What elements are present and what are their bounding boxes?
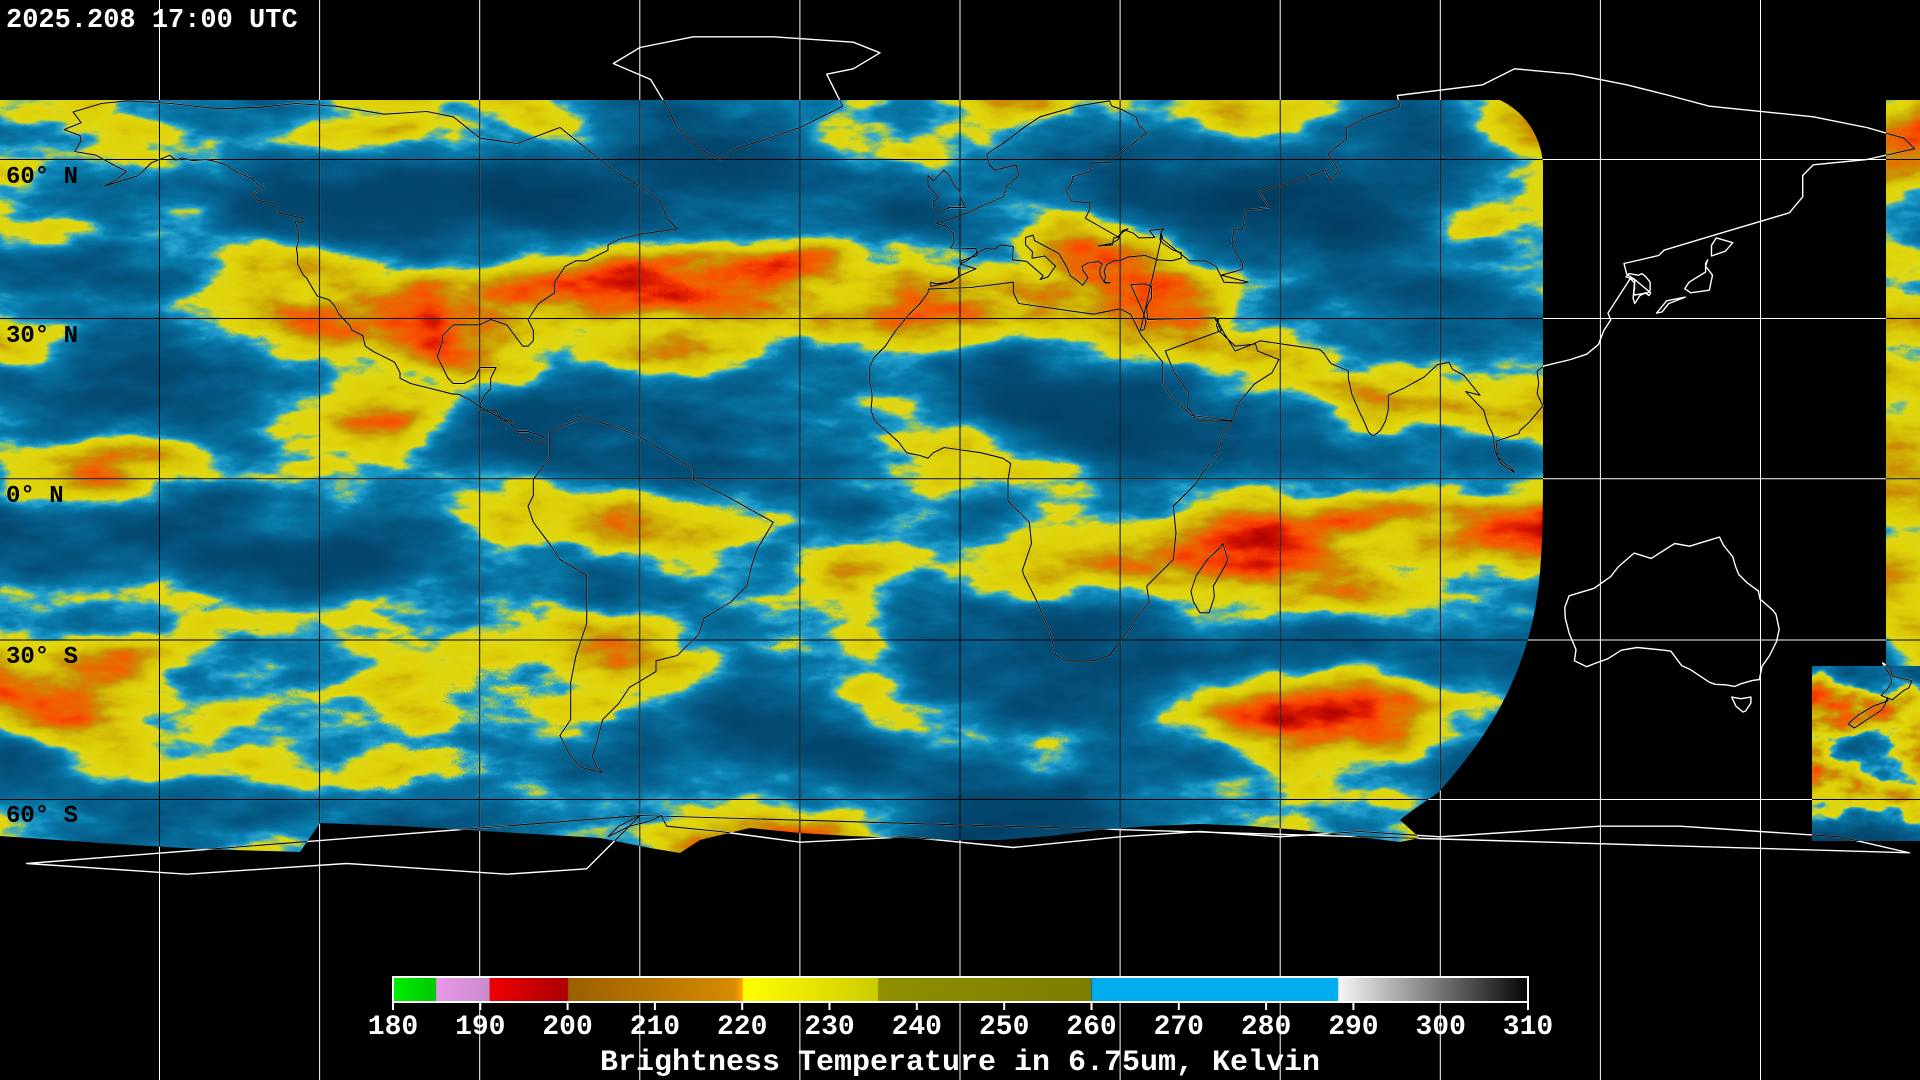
svg-text:280: 280: [1241, 1012, 1291, 1043]
svg-text:2025.208 17:00 UTC: 2025.208 17:00 UTC: [6, 6, 298, 36]
svg-text:310: 310: [1503, 1012, 1553, 1043]
svg-text:60° N: 60° N: [6, 164, 78, 191]
svg-text:180: 180: [368, 1012, 418, 1043]
svg-text:230: 230: [804, 1012, 854, 1043]
svg-text:30° N: 30° N: [6, 323, 78, 350]
svg-text:300: 300: [1415, 1012, 1465, 1043]
svg-text:210: 210: [630, 1012, 680, 1043]
svg-text:240: 240: [892, 1012, 942, 1043]
svg-text:190: 190: [455, 1012, 505, 1043]
svg-text:250: 250: [979, 1012, 1029, 1043]
svg-text:200: 200: [542, 1012, 592, 1043]
svg-text:30° S: 30° S: [6, 644, 78, 671]
svg-text:220: 220: [717, 1012, 767, 1043]
svg-text:0° N: 0° N: [6, 483, 64, 510]
svg-text:60° S: 60° S: [6, 803, 78, 830]
svg-text:290: 290: [1328, 1012, 1378, 1043]
svg-text:270: 270: [1154, 1012, 1204, 1043]
svg-text:260: 260: [1066, 1012, 1116, 1043]
svg-text:Brightness Temperature in 6.75: Brightness Temperature in 6.75um, Kelvin: [600, 1046, 1320, 1080]
